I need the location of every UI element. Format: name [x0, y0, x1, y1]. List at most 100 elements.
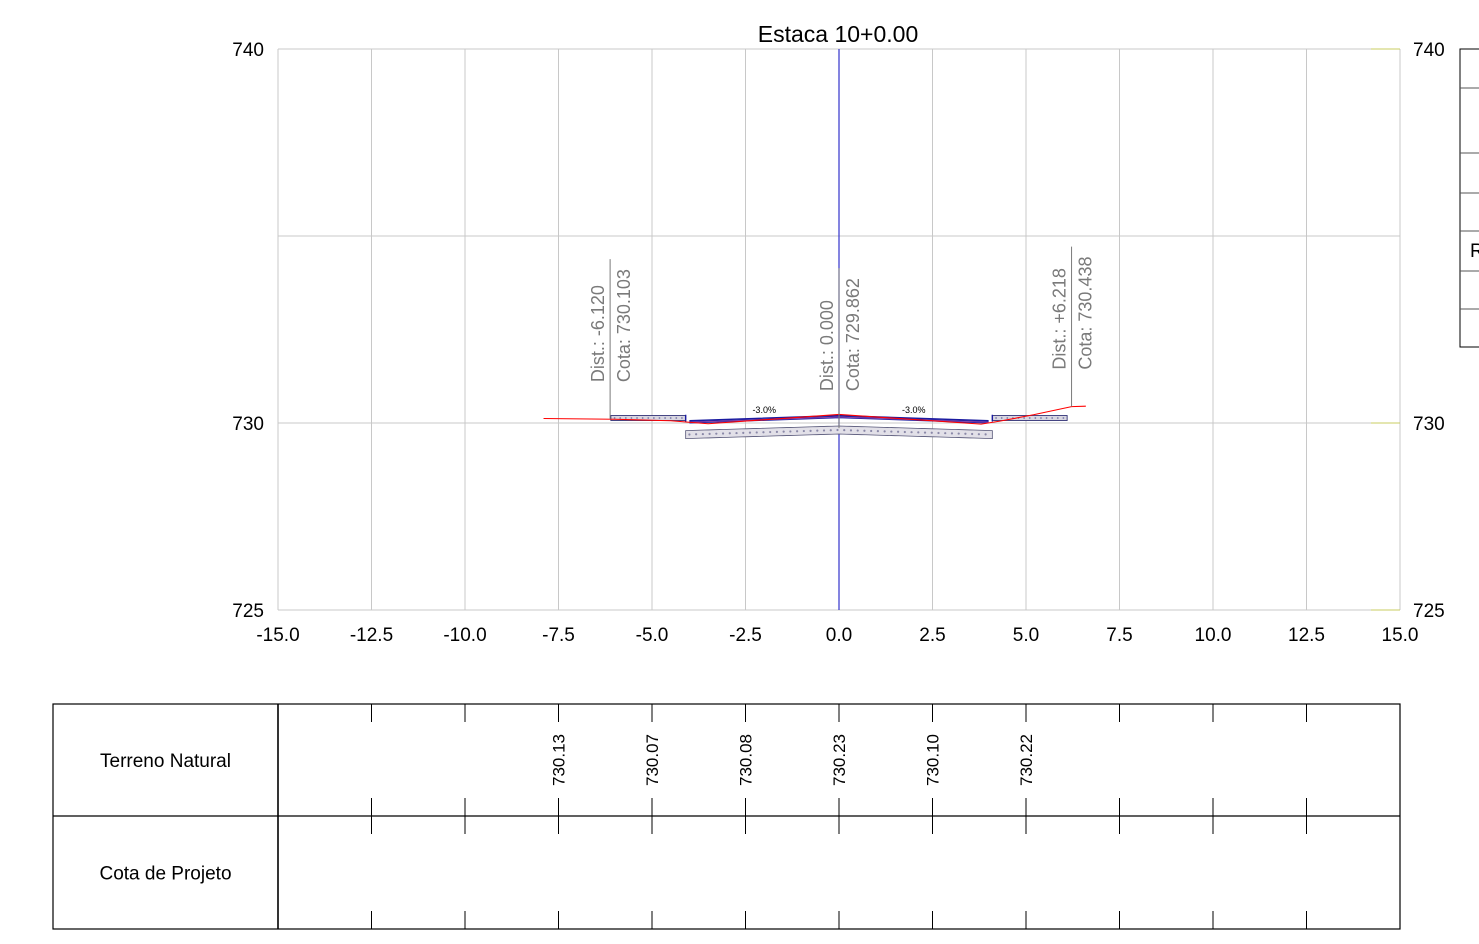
- sidewalk-hatch: [1028, 417, 1031, 419]
- base-hatch: [708, 432, 711, 435]
- side-panel-label: R: [1470, 241, 1479, 262]
- base-hatch: [944, 432, 947, 435]
- y-tick-label-right: 725: [1413, 601, 1445, 622]
- x-tick-label: 0.0: [826, 625, 852, 646]
- sidewalk-hatch: [1000, 417, 1003, 419]
- base-hatch: [829, 429, 832, 432]
- sidewalk-hatch: [1062, 417, 1065, 419]
- base-hatch: [688, 433, 691, 436]
- base-hatch: [789, 430, 792, 433]
- sidewalk-hatch: [1051, 417, 1054, 419]
- base-hatch: [836, 428, 839, 432]
- y-tick-label-right: 740: [1413, 40, 1445, 61]
- base-hatch: [863, 429, 866, 432]
- x-tick-label: 12.5: [1288, 625, 1325, 646]
- base-hatch: [742, 431, 745, 434]
- base-hatch: [870, 429, 873, 433]
- sidewalk-hatch: [624, 417, 627, 419]
- sidewalk-hatch: [675, 417, 678, 419]
- sidewalk-hatch: [630, 417, 633, 419]
- side-panel-frame: [1459, 48, 1479, 348]
- point-annotations: Dist.: -6.120 Cota: 730.103 Dist.: 0.000 Co…: [588, 246, 1096, 429]
- sidewalk-hatch: [636, 417, 638, 419]
- base-hatch: [748, 431, 752, 434]
- base-hatch: [802, 429, 805, 433]
- x-tick-label: 15.0: [1382, 625, 1419, 646]
- sidewalk-hatch: [652, 417, 655, 419]
- annotation-dist: Dist.: -6.120: [588, 285, 608, 382]
- table-row-title: Cota de Projeto: [99, 864, 231, 885]
- base-hatch: [977, 433, 980, 436]
- sidewalk-hatch: [1034, 417, 1037, 419]
- sidewalk-hatch: [1023, 417, 1026, 419]
- table-row-title: Terreno Natural: [100, 751, 231, 772]
- annotation-label-group: Dist.: -6.120 Cota: 730.103: [588, 269, 634, 382]
- table-cell-group: 730.08: [737, 734, 756, 786]
- base-hatch: [883, 430, 886, 433]
- table-cell-value: 730.23: [830, 734, 849, 786]
- sidewalk-hatch: [1040, 417, 1042, 419]
- y-tick-label-right: 730: [1413, 414, 1445, 435]
- base-hatch: [856, 429, 859, 432]
- annotation-dist: Dist.: 0.000: [817, 300, 837, 391]
- x-tick-label: -5.0: [636, 625, 669, 646]
- base-hatch: [769, 430, 772, 434]
- base-hatch: [809, 429, 812, 432]
- terrain-line: [543, 405, 1086, 425]
- x-tick-label: 10.0: [1195, 625, 1232, 646]
- sidewalk-hatch: [658, 417, 661, 419]
- base-hatch: [910, 431, 913, 434]
- base-hatch: [903, 430, 906, 434]
- y-tick-label-left: 730: [232, 414, 264, 435]
- sidewalk-hatch: [995, 417, 997, 419]
- slope-label: -3.0%: [752, 405, 776, 415]
- annotation-label-group: Dist.: +6.218 Cota: 730.438: [1050, 257, 1096, 370]
- base-hatch: [964, 432, 967, 435]
- base-hatch: [849, 429, 853, 432]
- base-hatch: [957, 432, 960, 435]
- table-cell-group: 730.13: [550, 734, 569, 786]
- table-cell-group: 730.10: [924, 734, 943, 786]
- axis-ticks: -15.0 -12.5 -10.0 -7.5 -5.0 -2.5 0.0 2.5 5.0 7.5 1…: [232, 40, 1444, 646]
- profile-table: Terreno Natural 730.13 730.07 730.08 730.23 7…: [52, 703, 1401, 930]
- base-hatch: [923, 431, 927, 434]
- sidewalk-hatch: [641, 417, 644, 419]
- sidewalk-hatch: [1006, 417, 1009, 419]
- sidewalk-hatch: [1045, 417, 1048, 419]
- table-cell-value: 730.08: [737, 734, 756, 786]
- base-hatch: [782, 430, 785, 433]
- base-layer: [685, 425, 993, 440]
- x-tick-label: -2.5: [729, 625, 762, 646]
- base-hatch: [701, 432, 704, 436]
- base-hatch: [695, 433, 698, 436]
- base-hatch: [876, 430, 879, 433]
- table-cell-value: 730.22: [1017, 734, 1036, 786]
- base-hatch: [937, 431, 940, 435]
- x-tick-label: 2.5: [919, 625, 945, 646]
- annotation-cota: Cota: 730.103: [614, 269, 634, 382]
- y-tick-label-left: 725: [232, 601, 264, 622]
- base-hatch: [971, 432, 974, 436]
- annotation-cota: Cota: 729.862: [843, 278, 863, 391]
- sidewalk-hatch: [664, 417, 666, 419]
- base-hatch: [950, 432, 954, 435]
- base-hatch: [755, 431, 758, 434]
- y-tick-label-left: 740: [232, 40, 264, 61]
- sidewalk-hatch: [669, 417, 672, 419]
- table-cell-value: 730.10: [924, 734, 943, 786]
- base-hatch: [715, 432, 718, 435]
- base-hatch: [775, 430, 779, 433]
- x-tick-label: 7.5: [1106, 625, 1132, 646]
- table-cell-group: 730.23: [830, 734, 849, 786]
- table-cell-group: 730.07: [643, 734, 662, 786]
- annotation-dist: Dist.: +6.218: [1050, 268, 1070, 370]
- sidewalk-hatch: [681, 417, 683, 419]
- base-hatch: [796, 430, 799, 433]
- sidewalk-hatch: [613, 417, 616, 419]
- sidewalk-hatch: [1056, 417, 1059, 419]
- base-hatch: [721, 432, 725, 435]
- base-hatch: [984, 433, 987, 436]
- sidewalk-hatch: [619, 417, 622, 419]
- base-hatch: [843, 429, 846, 432]
